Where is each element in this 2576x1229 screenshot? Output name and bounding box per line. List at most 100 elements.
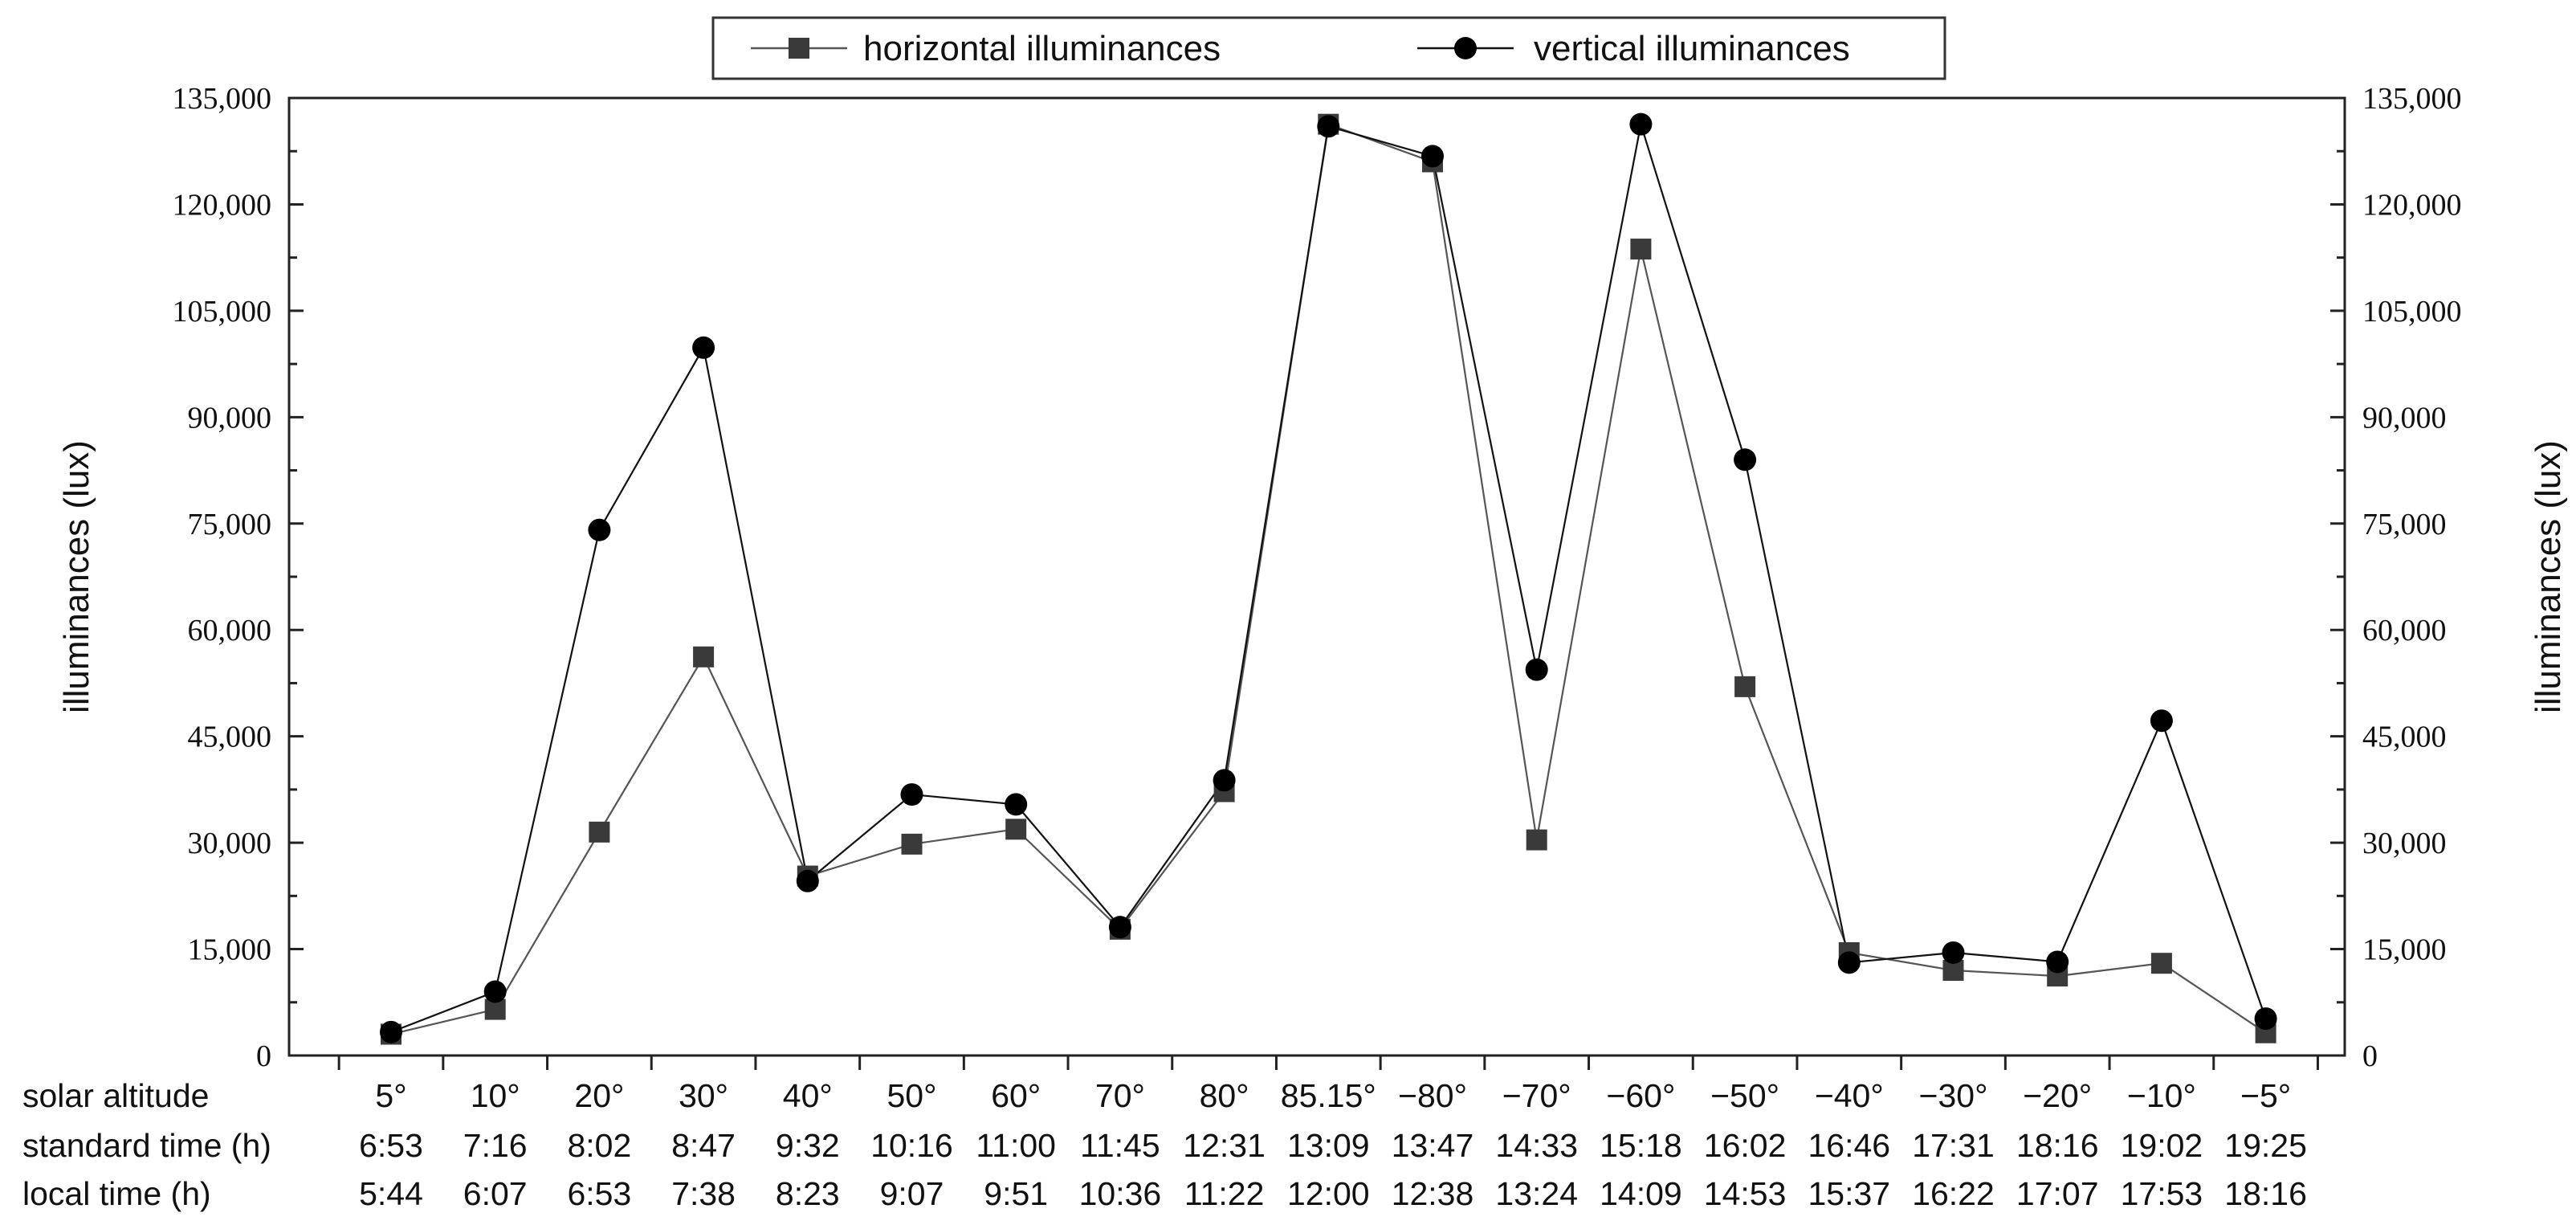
standard-time-value: 10:16 [870, 1127, 953, 1164]
local-time-row-label: local time (h) [22, 1175, 211, 1212]
vertical-data-point [2254, 1007, 2277, 1031]
series-lines [390, 123, 2267, 1035]
local-time-value: 13:24 [1495, 1175, 1578, 1212]
solar-altitude-row-label: solar altitude [22, 1077, 209, 1114]
right-y-tick-label: 120,000 [2362, 188, 2462, 222]
vertical-data-point [1005, 793, 1028, 816]
right-y-tick-label: 45,000 [2362, 721, 2447, 754]
local-time-value: 9:51 [984, 1175, 1048, 1212]
left-y-tick-label: 120,000 [173, 188, 272, 222]
solar-altitude-value: −60° [1606, 1077, 1675, 1114]
solar-altitude-value: −10° [2127, 1077, 2196, 1114]
horizontal-data-point [693, 646, 715, 668]
left-y-axis: 0 15,000 30,000 45,000 60,000 75,000 90,000 105… [173, 82, 304, 1073]
standard-time-value: 6:53 [359, 1127, 423, 1164]
solar-altitude-value: 20° [574, 1077, 624, 1114]
left-y-tick-label: 60,000 [188, 614, 272, 647]
local-time-value: 12:38 [1392, 1175, 1474, 1212]
standard-time-value: 19:02 [2121, 1127, 2203, 1164]
vertical-data-point [1837, 951, 1861, 974]
vertical-data-point [692, 336, 715, 359]
standard-time-row-label: standard time (h) [22, 1127, 271, 1164]
solar-altitude-value: 70° [1095, 1077, 1145, 1114]
standard-time-value: 16:02 [1704, 1127, 1787, 1164]
standard-time-value: 8:47 [671, 1127, 736, 1164]
vertical-data-point [1108, 916, 1131, 939]
standard-time-value: 13:09 [1287, 1127, 1370, 1164]
solar-altitude-value: −80° [1398, 1077, 1467, 1114]
solar-altitude-value: 80° [1200, 1077, 1249, 1114]
right-y-tick-label: 75,000 [2362, 508, 2447, 541]
vertical-data-point [1317, 115, 1340, 138]
solar-altitude-value: 50° [887, 1077, 936, 1114]
local-time-value: 16:22 [1912, 1175, 1995, 1212]
solar-altitude-value: −40° [1815, 1077, 1884, 1114]
local-time-value: 9:07 [880, 1175, 944, 1212]
standard-time-value: 15:18 [1600, 1127, 1682, 1164]
standard-time-value: 9:32 [776, 1127, 840, 1164]
standard-time-value: 11:45 [1080, 1127, 1160, 1164]
local-time-value: 5:44 [359, 1175, 423, 1212]
vertical-data-point [588, 518, 611, 541]
right-y-tick-label: 15,000 [2362, 933, 2447, 967]
right-y-tick-label: 0 [2362, 1039, 2378, 1073]
standard-time-value: 14:33 [1495, 1127, 1578, 1164]
solar-altitude-value: 85.15° [1281, 1077, 1376, 1114]
horizontal-data-point [1630, 239, 1652, 260]
plot-frame [287, 96, 2346, 1057]
vertical-data-point [1942, 941, 1965, 964]
standard-time-value: 18:16 [2016, 1127, 2099, 1164]
local-time-value: 6:07 [463, 1175, 528, 1212]
vertical-data-point [1734, 448, 1757, 472]
standard-time-value: 7:16 [463, 1127, 528, 1164]
horizontal-data-point [1526, 829, 1547, 851]
local-time-value: 18:16 [2224, 1175, 2307, 1212]
series-line-vertical [390, 124, 2267, 1033]
left-y-tick-label: 45,000 [188, 721, 272, 754]
solar-altitude-value: −5° [2240, 1077, 2291, 1114]
vertical-data-point [1629, 112, 1653, 136]
local-time-value: 14:09 [1600, 1175, 1682, 1212]
local-time-value: 6:53 [567, 1175, 631, 1212]
vertical-data-point [796, 869, 819, 892]
right-y-tick-label: 105,000 [2362, 295, 2462, 329]
right-y-tick-label: 90,000 [2362, 401, 2447, 435]
local-time-value: 8:23 [776, 1175, 840, 1212]
bottom-label-rows: solar altitude 5° 10° 20° 30° 40° 50° 60° 70° 80°… [22, 1077, 2307, 1212]
legend-circle-marker [1454, 37, 1477, 59]
solar-altitude-value: −20° [2023, 1077, 2092, 1114]
right-y-axis: 0 15,000 30,000 45,000 60,000 75,000 90,000 105… [2330, 82, 2462, 1073]
local-time-value: 17:07 [2016, 1175, 2099, 1212]
series-line-horizontal [390, 123, 2267, 1035]
series-markers [380, 112, 2277, 1045]
vertical-data-point [2046, 950, 2069, 974]
right-y-tick-label: 135,000 [2362, 82, 2462, 116]
legend-label: vertical illuminances [1534, 29, 1850, 68]
vertical-data-point [1525, 658, 1548, 681]
vertical-data-point [380, 1020, 402, 1043]
local-time-value: 17:53 [2121, 1175, 2203, 1212]
solar-altitude-value: 30° [679, 1077, 728, 1114]
left-y-tick-label: 105,000 [173, 295, 272, 329]
standard-time-value: 11:00 [976, 1127, 1056, 1164]
x-axis [337, 1055, 2319, 1070]
left-y-tick-label: 135,000 [173, 82, 272, 116]
legend: horizontal illuminances vertical illumina… [711, 16, 1946, 80]
horizontal-data-point [1734, 676, 1756, 697]
local-time-value: 10:36 [1079, 1175, 1162, 1212]
right-axis-title: illuminances (lux) [2529, 440, 2568, 713]
local-time-value: 14:53 [1704, 1175, 1787, 1212]
legend-label: horizontal illuminances [863, 29, 1221, 68]
left-y-tick-label: 0 [256, 1039, 271, 1073]
right-y-tick-label: 30,000 [2362, 827, 2447, 860]
horizontal-data-point [2150, 953, 2172, 974]
horizontal-data-point [1005, 819, 1027, 840]
left-axis-title: illuminances (lux) [57, 440, 96, 713]
local-time-value: 7:38 [671, 1175, 736, 1212]
solar-altitude-value: −70° [1502, 1077, 1571, 1114]
local-time-value: 15:37 [1808, 1175, 1890, 1212]
solar-altitude-value: 60° [991, 1077, 1041, 1114]
solar-altitude-value: 10° [471, 1077, 520, 1114]
standard-time-value: 13:47 [1392, 1127, 1474, 1164]
